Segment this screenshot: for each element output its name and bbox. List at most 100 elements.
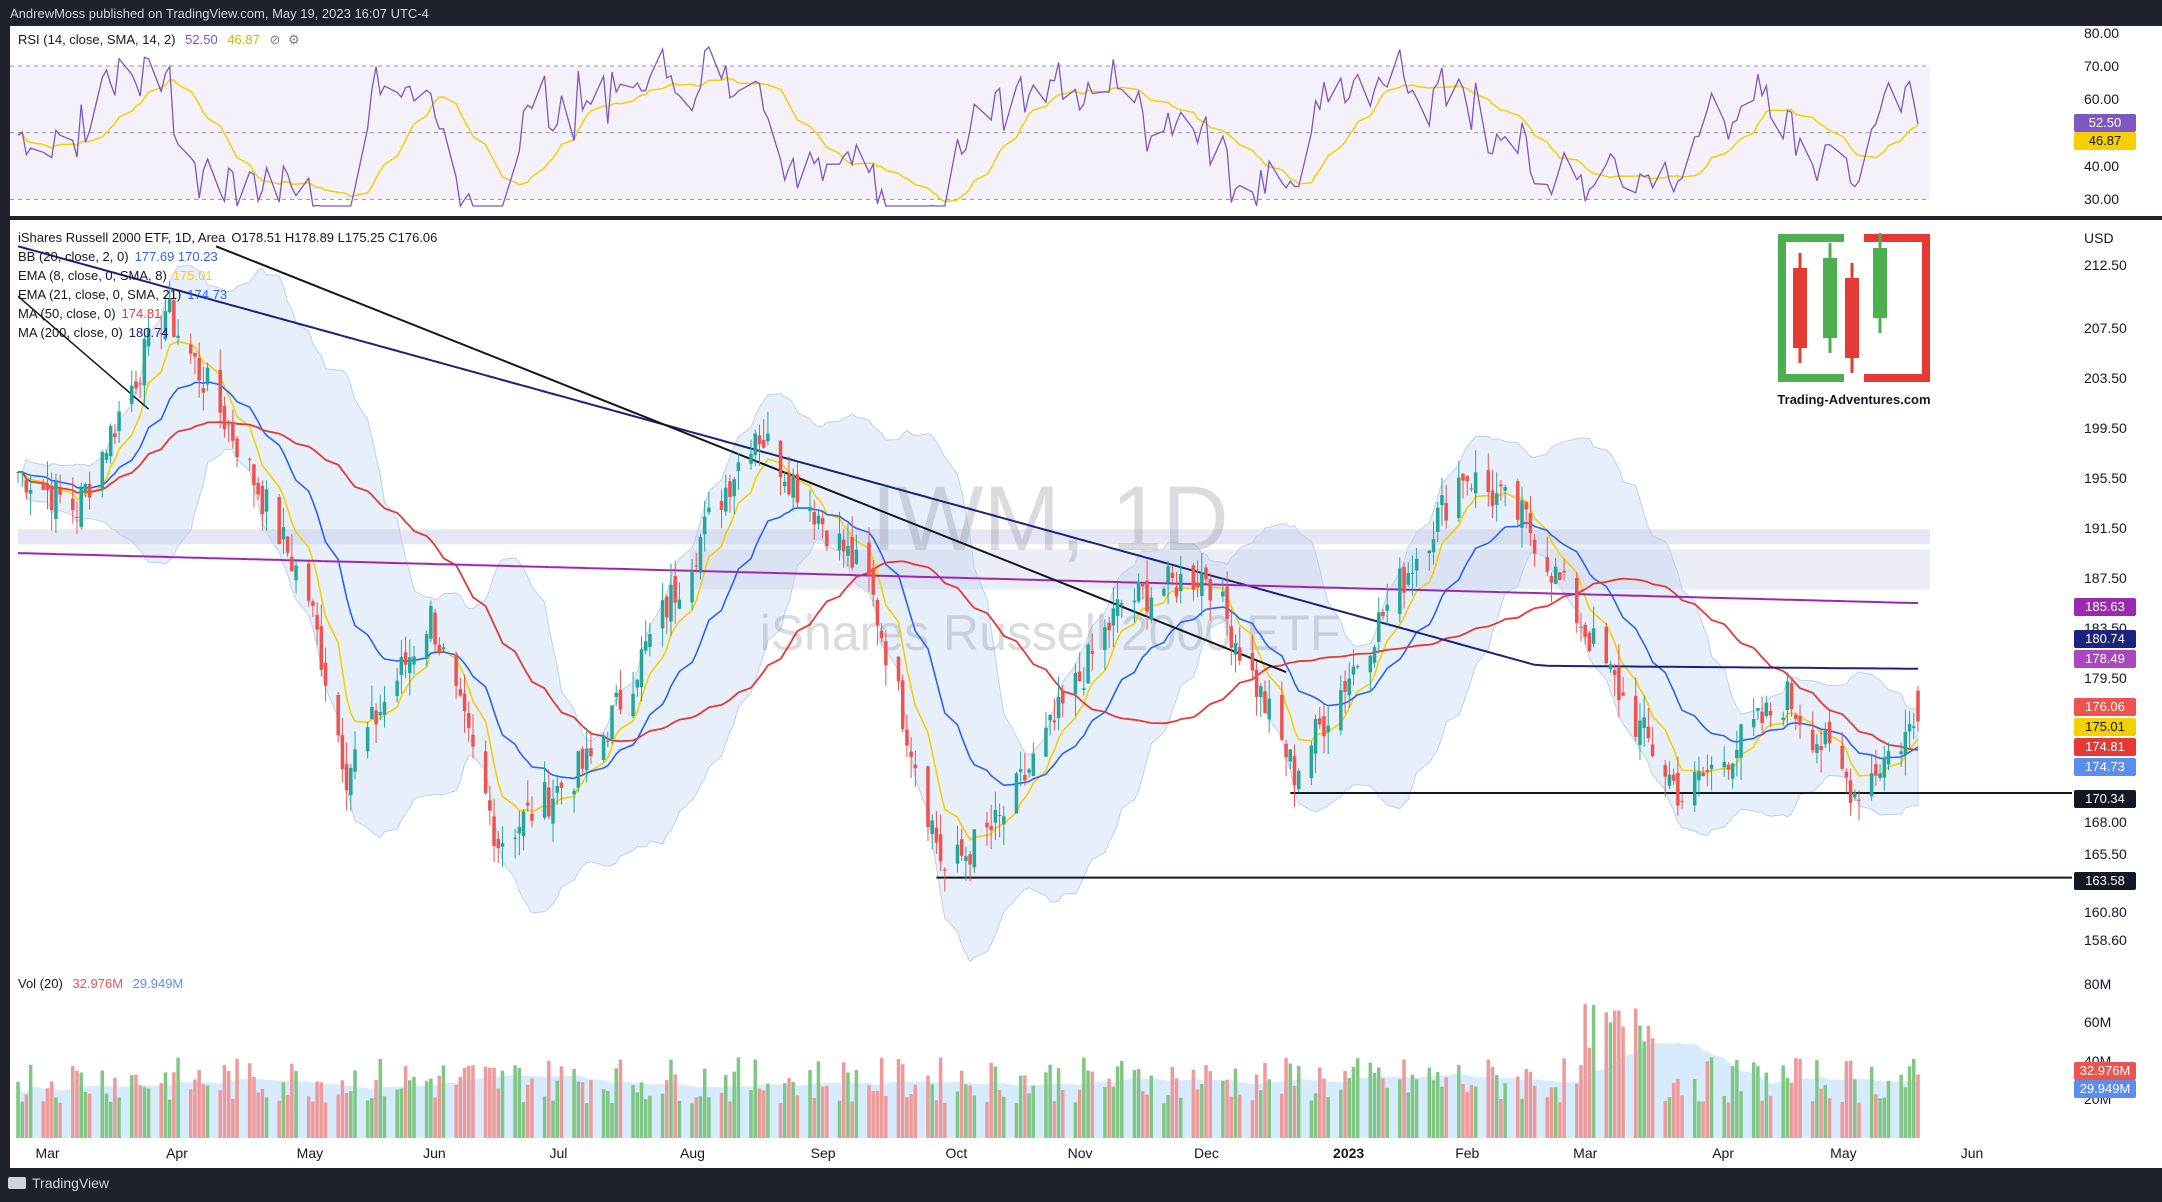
- candle-body: [871, 567, 875, 595]
- candle: [471, 714, 475, 759]
- volume-bar: [1553, 1087, 1558, 1138]
- eye-icon[interactable]: ⊘: [269, 32, 281, 47]
- volume-bar: [1002, 1096, 1006, 1138]
- volume-bar: [854, 1070, 859, 1138]
- candle: [753, 429, 758, 466]
- candle-body: [1907, 724, 1912, 732]
- candle-body: [1103, 627, 1107, 651]
- candle-body: [1132, 600, 1137, 603]
- candle-body: [1027, 769, 1031, 773]
- candle-body: [395, 680, 399, 697]
- settings-icon[interactable]: ⚙: [288, 32, 300, 47]
- volume-bar: [816, 1061, 821, 1138]
- candle: [1735, 730, 1739, 777]
- volume-bar: [1280, 1093, 1284, 1138]
- candle-body: [16, 472, 20, 474]
- candle: [1120, 599, 1124, 618]
- volume-bar: [900, 1064, 905, 1138]
- candle: [1381, 608, 1385, 621]
- volume-bar: [146, 1088, 151, 1138]
- legend-value: 174.73: [187, 287, 228, 302]
- candle-body: [547, 787, 551, 817]
- volume-bar: [1191, 1069, 1196, 1138]
- candle: [1739, 723, 1743, 780]
- candle: [104, 449, 109, 464]
- legend-label: iShares Russell 2000 ETF, 1D, Area: [18, 230, 226, 245]
- candle-body: [340, 735, 345, 770]
- main-price-axis[interactable]: USD 212.50 207.50 203.50 199.50 195.50 191.50…: [2072, 220, 2162, 970]
- candle-body: [1735, 750, 1739, 759]
- candle: [260, 480, 265, 531]
- candle: [1018, 751, 1023, 787]
- candle: [226, 419, 231, 443]
- candle: [58, 474, 62, 504]
- main-price-pane[interactable]: IWM, 1D iShares Russell 2000 ETF iShares …: [10, 220, 2072, 970]
- candle-body: [1044, 727, 1048, 757]
- volume-bar: [1318, 1067, 1322, 1138]
- candle-body: [589, 748, 593, 757]
- time-tick: Oct: [945, 1145, 968, 1161]
- volume-bar: [1431, 1080, 1436, 1138]
- candle: [353, 731, 357, 780]
- volume-axis[interactable]: 80M 60M 40M 20M: [2072, 970, 2162, 1138]
- candle: [1280, 681, 1284, 742]
- time-tick: Apr: [1712, 1145, 1734, 1161]
- candle-body: [256, 482, 260, 495]
- currency-label: USD: [2084, 230, 2114, 246]
- volume-bar: [113, 1077, 117, 1138]
- candle-body: [761, 440, 766, 448]
- candle-body: [530, 813, 534, 821]
- candle: [551, 779, 555, 842]
- candle: [1090, 633, 1095, 671]
- legend-row: EMA (21, close, 0, SMA, 21) 174.73: [18, 285, 437, 304]
- candle: [1486, 453, 1491, 507]
- candle-body: [1528, 513, 1533, 533]
- candle-body: [1237, 647, 1242, 661]
- volume-bar: [1061, 1089, 1065, 1138]
- volume-bar: [1048, 1064, 1052, 1138]
- candle-body: [1633, 695, 1638, 737]
- candle: [1768, 702, 1773, 727]
- time-axis[interactable]: Mar Apr May Jun Jul Aug Sep Oct Nov Dec 2023 Feb Mar…: [10, 1138, 2072, 1168]
- rsi-pane[interactable]: RSI (14, close, SMA, 14, 2) 52.50 46.87 …: [10, 26, 2072, 216]
- candle-body: [1347, 678, 1352, 696]
- volume-bar: [610, 1102, 614, 1138]
- candle: [437, 637, 442, 656]
- candle: [1170, 566, 1175, 583]
- volume-bar: [1869, 1066, 1874, 1138]
- volume-bar: [1516, 1076, 1520, 1138]
- volume-pane[interactable]: Vol (20) 32.976M 29.949M: [10, 970, 2072, 1138]
- candle: [235, 436, 239, 468]
- candle-body: [926, 766, 930, 828]
- volume-bar: [1789, 1083, 1794, 1138]
- volume-bar: [1465, 1092, 1469, 1138]
- candle-body: [702, 516, 707, 535]
- candle: [172, 293, 176, 337]
- candle: [1815, 734, 1819, 764]
- tradingview-logo[interactable]: TradingView: [8, 1175, 109, 1191]
- candle-body: [197, 358, 201, 381]
- candle-body: [1671, 774, 1676, 781]
- volume-bar: [319, 1082, 324, 1138]
- candle: [580, 746, 585, 776]
- volume-bar: [408, 1080, 412, 1138]
- volume-bar: [1402, 1059, 1406, 1138]
- volume-bar: [736, 1057, 741, 1138]
- candle-body: [437, 644, 442, 654]
- candle: [959, 828, 964, 862]
- candle: [28, 474, 33, 516]
- volume-bar: [1326, 1097, 1330, 1138]
- candle: [1461, 473, 1465, 499]
- candle: [311, 599, 315, 618]
- candle: [1355, 664, 1360, 669]
- candle-body: [968, 854, 972, 865]
- time-tick: Sep: [810, 1145, 836, 1161]
- volume-bar: [323, 1102, 328, 1138]
- candle-body: [1469, 488, 1474, 490]
- volume-bar: [1667, 1097, 1672, 1138]
- candle: [1368, 654, 1373, 693]
- time-tick: Jun: [1960, 1145, 1984, 1161]
- candle-body: [736, 462, 741, 472]
- volume-bar: [256, 1092, 260, 1138]
- candle: [1111, 587, 1116, 648]
